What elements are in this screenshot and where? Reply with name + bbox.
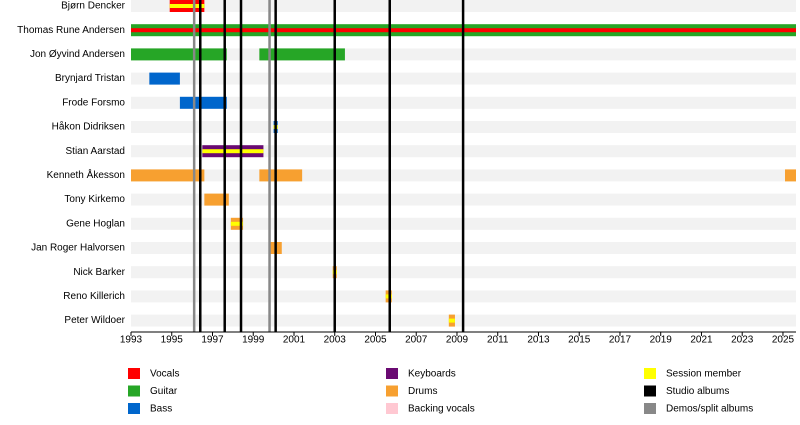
legend-label: Backing vocals [408,404,475,415]
legend-swatch [128,368,140,379]
x-tick-label: 1993 [120,335,143,346]
member-label: Nick Barker [73,267,125,278]
legend-swatch [644,385,656,397]
x-tick-label: 2023 [731,335,754,346]
member-label: Brynjard Tristan [55,73,125,84]
legend-swatch [386,368,398,379]
legend-swatch [128,403,140,414]
member-bar [204,193,229,206]
member-label: Thomas Rune Andersen [17,25,125,36]
legend-swatch [386,385,398,397]
member-label: Frode Forsmo [62,97,125,108]
member-label: Bjørn Dencker [61,1,126,12]
x-tick-label: 2009 [446,335,469,346]
legend-swatch [386,403,398,414]
legend-label: Bass [150,404,172,415]
x-tick-label: 1995 [161,335,184,346]
member-bar [131,48,227,61]
member-label: Kenneth Åkesson [47,168,125,181]
legend-label: Guitar [150,386,178,397]
member-label: Reno Killerich [63,291,125,302]
member-bar [784,169,796,182]
x-tick-label: 2005 [364,335,387,346]
legend-label: Vocals [150,369,179,380]
member-label: Stian Aarstad [66,146,125,157]
member-label: Peter Wildoer [64,315,125,326]
x-tick-label: 2025 [772,335,795,346]
role-stripe [169,4,205,8]
member-bar [131,169,205,182]
legend-label: Session member [666,369,742,380]
role-stripe [230,221,244,226]
legend-swatch [644,403,656,414]
member-bar [259,48,345,61]
legend-label: Demos/split albums [666,404,753,415]
role-stripe [202,149,264,154]
member-bar [149,72,180,85]
x-tick-label: 2003 [324,335,347,346]
member-label: Gene Hoglan [66,218,125,229]
legend-label: Studio albums [666,386,729,397]
x-tick-label: 2019 [650,335,673,346]
x-tick-label: 2017 [609,335,632,346]
member-bar [259,169,303,182]
member-bar [179,96,227,109]
role-stripe [448,318,455,323]
legend-swatch [128,385,140,397]
x-tick-label: 2001 [283,335,306,346]
x-tick-label: 1997 [201,335,224,346]
x-tick-label: 2011 [487,335,509,346]
legend-label: Keyboards [408,369,456,380]
member-label: Håkon Didriksen [52,121,125,133]
member-label: Tony Kirkemo [64,194,125,205]
x-tick-label: 2021 [690,335,713,346]
x-tick-label: 2015 [568,335,591,346]
legend-swatch [644,368,656,379]
legend-label: Drums [408,386,437,397]
member-label: Jan Roger Halvorsen [31,243,125,254]
x-tick-label: 2013 [527,335,550,346]
member-label: Jon Øyvind Andersen [30,49,125,60]
x-tick-label: 1999 [242,335,265,346]
x-tick-label: 2007 [405,335,428,346]
